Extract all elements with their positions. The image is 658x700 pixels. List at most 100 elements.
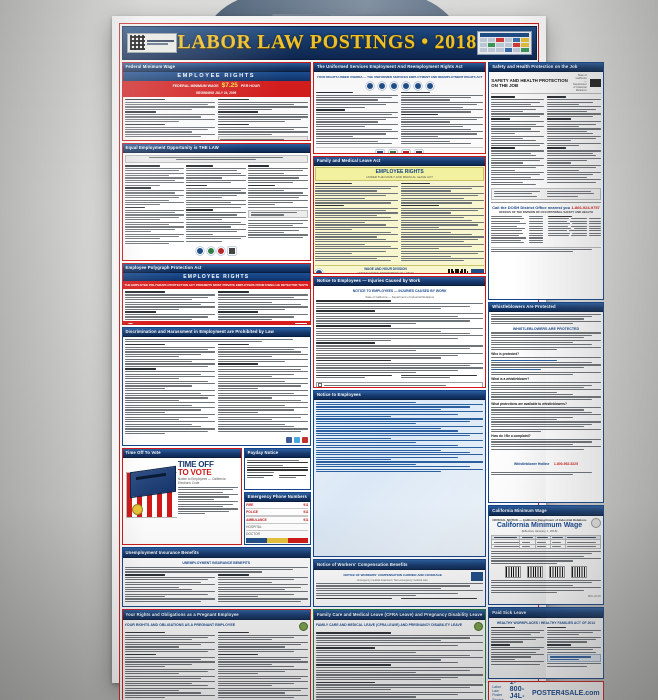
card-title: The Uniformed Services Employment And Re… <box>313 62 486 72</box>
card-title: Federal Minimum Wage <box>122 62 310 72</box>
card-title: Safety and Health Protection on the Job <box>489 62 603 72</box>
social-icons[interactable] <box>125 436 308 443</box>
vote-subhead: Notice to Employees — California Electio… <box>177 476 226 485</box>
product-number-badge <box>126 32 178 53</box>
youtube-icon[interactable] <box>301 436 308 443</box>
card-title: Emergency Phone Numbers <box>244 492 310 502</box>
poster-title: LABOR LAW POSTINGS • 2018 <box>177 31 477 53</box>
state-seal-icon <box>298 621 308 631</box>
card-employee-polygraph-protection-act[interactable]: Employee Polygraph Protection Act EMPLOY… <box>121 262 311 325</box>
section-heading: What protections are available to whistl… <box>491 402 567 407</box>
vote-headline-2: TO VOTE <box>177 467 212 477</box>
vote-seal-icon <box>131 503 143 515</box>
card-title: California Minimum Wage <box>489 506 603 516</box>
form-number-box <box>294 322 307 324</box>
opm-logo-icon <box>389 149 398 153</box>
card-title: Discrimination and Harassment in Employm… <box>122 327 310 337</box>
barcode <box>526 565 543 578</box>
card-title: Notice to Employees — Injuries Caused by… <box>313 276 486 286</box>
card-uniformed-services-userra[interactable]: The Uniformed Services Employment And Re… <box>312 61 487 154</box>
footer-website[interactable]: POSTER4SALE.com <box>531 689 600 697</box>
card-title: Paid Sick Leave <box>489 608 603 618</box>
vote-headline-1: TIME OFF <box>177 459 214 469</box>
emergency-row-value: 911 <box>303 503 309 508</box>
card-title: Your Rights and Obligations as a Pregnan… <box>122 610 310 620</box>
card-title: Notice to Employees <box>313 390 486 400</box>
twitter-icon[interactable] <box>293 436 300 443</box>
emergency-row-value: 911 <box>303 510 309 515</box>
card-equal-employment-opportunity[interactable]: Equal Employment Opportunity is THE LAW <box>121 142 311 261</box>
footer-phone[interactable]: 1-800-J4L-7777 <box>509 681 525 700</box>
banner-text: EMPLOYEE RIGHTS <box>183 274 250 281</box>
dwc-logo-icon <box>471 571 484 581</box>
emergency-row-label: HOSPITAL <box>246 524 262 529</box>
card-paid-sick-leave[interactable]: Paid Sick Leave HEALTHY WORKPLACES / HEA… <box>488 607 604 680</box>
card-notice-of-workers-comp-benefits[interactable]: Notice of Workers' Compensation Benefits… <box>312 559 487 608</box>
state-seal-icon <box>590 517 601 528</box>
card-title: Equal Employment Opportunity is THE LAW <box>122 143 310 153</box>
card-subhead-2: State of California — Department of Indu… <box>365 294 435 299</box>
section-heading: How do I file a complaint? <box>491 434 531 439</box>
dol-seal-icon <box>314 269 323 273</box>
emergency-row-label: FIRE <box>246 503 254 508</box>
card-title: Time Off To Vote <box>122 448 241 458</box>
card-discrimination-harassment-prohibited[interactable]: Discrimination and Harassment in Employm… <box>121 326 311 446</box>
card-subhead: UNEMPLOYMENT INSURANCE BENEFITS <box>182 561 251 566</box>
state-seal-icon <box>474 621 484 631</box>
dosh-phone: 1-866-924-9757 <box>571 204 600 210</box>
poster-footer[interactable]: Labor Law Poster Service 1-800-J4L-7777 … <box>488 681 604 700</box>
card-subhead: NOTICE OF WORKERS' COMPENSATION CARRIER … <box>343 573 442 578</box>
card-california-minimum-wage[interactable]: California Minimum Wage OFFICIAL NOTICE … <box>488 505 604 606</box>
company-label: Labor Law Poster Service <box>492 684 504 700</box>
card-subhead: SAFETY AND HEALTH PROTECTION ON THE JOB <box>491 77 568 88</box>
facebook-icon[interactable] <box>285 436 292 443</box>
section-heading: What is a whistleblower? <box>491 377 530 382</box>
ofccp-logo-icon <box>217 247 226 255</box>
agency-subname: UNITED STATES DEPARTMENT OF LABOR <box>326 271 445 272</box>
barcode <box>570 565 587 578</box>
table-row <box>491 543 601 549</box>
form-number-box <box>471 268 485 273</box>
column-right: Safety and Health Protection on the Job … <box>488 61 604 700</box>
emergency-row-label: AMBULANCE <box>246 517 267 522</box>
agency-logos <box>125 246 308 257</box>
card-family-medical-leave-act[interactable]: Family and Medical Leave Act EMPLOYEE RI… <box>312 155 487 274</box>
dol-vets-logo-icon <box>376 149 385 153</box>
wage-effective: BEGINNING JULY 24, 2009 <box>122 90 310 97</box>
checkbox-icon[interactable] <box>318 383 323 387</box>
card-emergency-phone-numbers[interactable]: Emergency Phone Numbers FIRE 911 POLICE 91… <box>243 491 311 546</box>
barcode <box>504 565 521 578</box>
army-logo-icon <box>377 82 386 91</box>
wage-label: FEDERAL MINIMUM WAGE <box>172 83 219 88</box>
card-safety-health-protection-job[interactable]: Safety and Health Protection on the Job … <box>488 61 604 300</box>
card-subhead: WHISTLEBLOWERS ARE PROTECTED <box>512 326 580 331</box>
card-notice-to-employees-injuries[interactable]: Notice to Employees — Injuries Caused by… <box>312 275 487 388</box>
card-time-off-to-vote[interactable]: Time Off To Vote TIME OFF TO VO <box>121 447 242 546</box>
card-federal-minimum-wage[interactable]: Federal Minimum Wage EMPLOYEE RIGHTS FED… <box>121 61 311 141</box>
osc-logo-icon <box>415 149 424 153</box>
column-middle: The Uniformed Services Employment And Re… <box>312 61 487 700</box>
banner-text: EMPLOYEE RIGHTS <box>177 73 256 80</box>
mw-headline: California Minimum Wage <box>496 521 583 529</box>
card-unemployment-insurance-benefits[interactable]: Unemployment Insurance Benefits UNEMPLOY… <box>121 547 311 608</box>
card-whistleblowers-are-protected[interactable]: Whistleblowers Are Protected WHISTLEBLOW… <box>488 301 604 504</box>
dol-agency-strip <box>122 321 310 324</box>
card-pregnant-employee-rights[interactable]: Your Rights and Obligations as a Pregnan… <box>121 609 311 700</box>
marines-logo-icon <box>413 82 422 91</box>
card-notice-to-employees-dlse[interactable]: Notice to Employees <box>312 389 487 558</box>
poster-banner: LABOR LAW POSTINGS • 2018 <box>121 25 537 60</box>
labor-law-poster[interactable]: LABOR LAW POSTINGS • 2018 Federal Minimu… <box>112 16 604 700</box>
mw-effective-note: (Effective January 1, 2018) <box>521 529 558 534</box>
card-cfra-pregnancy-disability-leave[interactable]: Family Care and Medical Leave (CFRA Leav… <box>312 609 487 700</box>
userra-logo-icon <box>365 82 374 91</box>
red-note: THE EMPLOYEE POLYGRAPH PROTECTION ACT PR… <box>122 281 310 290</box>
card-payday-notice[interactable]: Payday Notice <box>243 447 311 490</box>
minimum-wage-table <box>491 535 601 549</box>
dosh-phone-title: Call the DOSH District Office nearest yo… <box>492 204 571 210</box>
cal-osha-logo-icon <box>589 78 601 87</box>
emergency-row-label: POLICE <box>246 510 259 515</box>
qr-code-icon <box>129 35 145 50</box>
wage-unit: PER HOUR <box>240 83 260 88</box>
barcode <box>548 565 565 578</box>
section-heading: Who is protected? <box>491 352 520 357</box>
